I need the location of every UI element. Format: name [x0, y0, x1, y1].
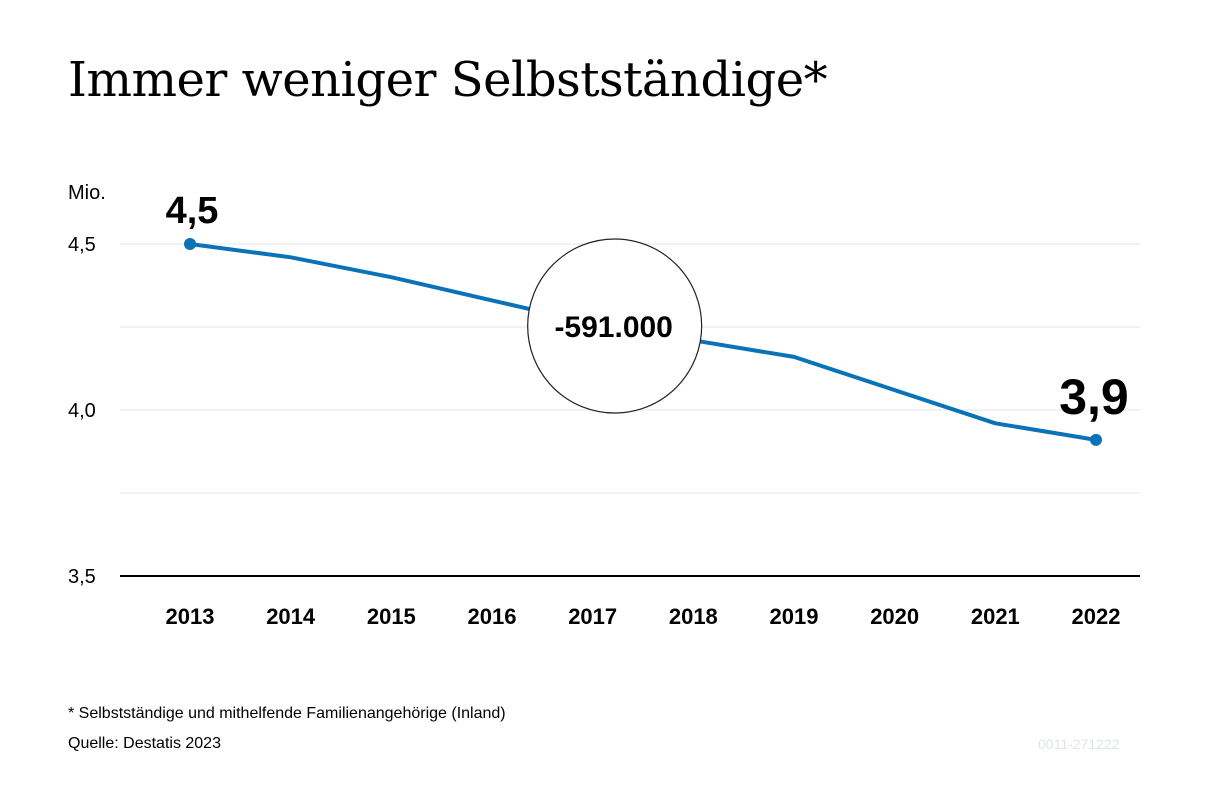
graphic-code: 0011-271222	[1038, 736, 1120, 752]
y-axis-unit-label: Mio.	[68, 182, 106, 204]
x-tick-label: 2018	[669, 604, 718, 629]
x-tick-label: 2017	[568, 604, 617, 629]
x-tick-label: 2021	[971, 604, 1020, 629]
change-value-label: -591.000	[554, 311, 672, 344]
y-tick-label: 4,0	[68, 400, 96, 422]
end-value-label: 3,9	[1059, 369, 1129, 425]
x-tick-label: 2013	[166, 604, 215, 629]
x-tick-label: 2014	[266, 604, 316, 629]
x-tick-label: 2022	[1072, 604, 1121, 629]
chart-title: Immer weniger Selbstständige*	[68, 52, 828, 108]
x-tick-label: 2020	[870, 604, 919, 629]
source-note: Quelle: Destatis 2023	[68, 735, 221, 752]
x-tick-label: 2015	[367, 604, 416, 629]
x-tick-label: 2016	[468, 604, 517, 629]
y-tick-label: 4,5	[68, 234, 96, 256]
data-point-end	[1090, 433, 1102, 446]
start-value-label: 4,5	[166, 190, 219, 232]
data-point-start	[184, 238, 196, 250]
change-bubble	[527, 238, 703, 414]
y-tick-label: 3,5	[68, 566, 96, 588]
footnote: * Selbstständige und mithelfende Familie…	[68, 705, 506, 722]
x-tick-label: 2019	[770, 604, 819, 629]
